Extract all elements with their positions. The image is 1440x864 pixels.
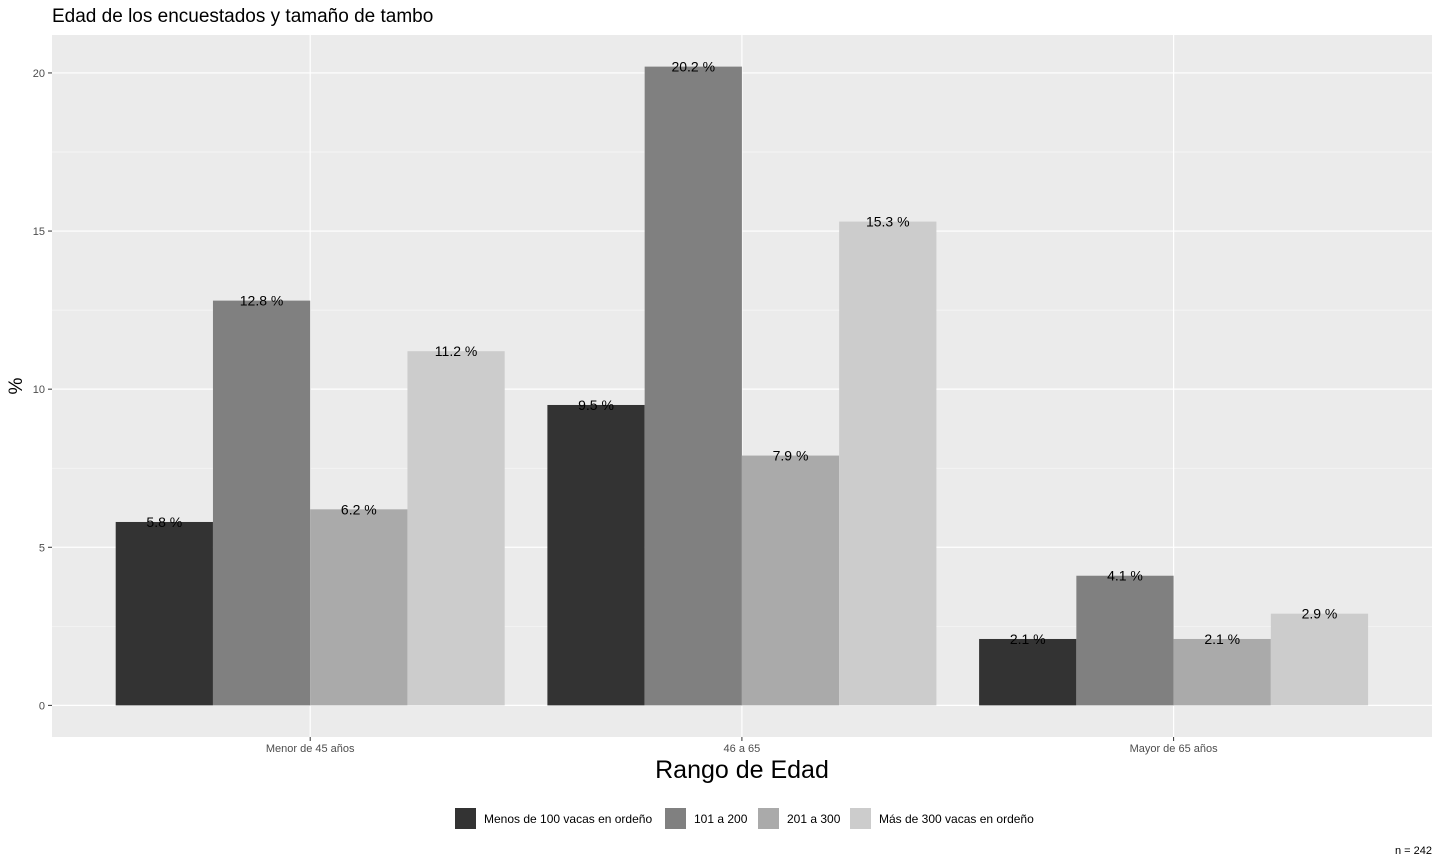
bar	[979, 638, 1077, 706]
x-axis-ticks: Menor de 45 años 46 a 65 Mayor de 65 años	[266, 737, 1218, 755]
bar	[115, 521, 213, 706]
x-tick-label: 46 a 65	[724, 743, 761, 755]
data-label: 11.2 %	[435, 343, 478, 359]
bar	[310, 509, 408, 706]
data-label: 12.8 %	[240, 293, 284, 309]
data-label: 4.1 %	[1107, 568, 1143, 584]
data-label: 15.3 %	[866, 214, 910, 230]
y-tick-label: 0	[39, 700, 45, 712]
legend-label: Menos de 100 vacas en ordeño	[484, 812, 652, 826]
chart-title: Edad de los encuestados y tamaño de tamb…	[52, 6, 433, 27]
data-label: 5.8 %	[146, 514, 182, 530]
bar	[644, 66, 742, 706]
legend-label: 201 a 300	[787, 812, 841, 826]
caption: n = 242	[1395, 845, 1432, 857]
data-label: 2.9 %	[1302, 606, 1338, 622]
bar	[1173, 638, 1271, 706]
x-tick-label: Mayor de 65 años	[1130, 743, 1219, 755]
legend-label: Más de 300 vacas en ordeño	[879, 812, 1034, 826]
data-label: 9.5 %	[578, 397, 614, 413]
data-label: 20.2 %	[671, 59, 715, 75]
bar	[1270, 613, 1369, 706]
data-label: 2.1 %	[1010, 631, 1046, 647]
legend-key	[758, 808, 779, 829]
legend-key	[850, 808, 871, 829]
bar	[741, 455, 840, 706]
legend-key	[455, 808, 476, 829]
bar	[547, 404, 645, 706]
y-tick-label: 5	[39, 542, 45, 554]
data-label: 7.9 %	[773, 448, 809, 464]
bar	[407, 351, 505, 706]
bar	[212, 300, 311, 706]
legend-key	[665, 808, 686, 829]
data-labels: 5.8 % 9.5 % 2.1 % 12.8 % 20.2 % 4.1 % 6.2 % 7.9…	[146, 59, 1337, 647]
x-axis-label: Rango de Edad	[655, 756, 829, 784]
bar	[839, 221, 937, 706]
legend-label: 101 a 200	[694, 812, 748, 826]
y-tick-label: 10	[33, 384, 45, 396]
y-axis-ticks: 0 5 10 15 20	[33, 68, 52, 712]
y-tick-label: 20	[33, 68, 45, 80]
y-tick-label: 15	[33, 226, 45, 238]
bars	[115, 66, 1369, 706]
bar	[1076, 575, 1174, 706]
legend: Menos de 100 vacas en ordeño 101 a 200 201…	[455, 808, 1034, 829]
x-tick-label: Menor de 45 años	[266, 743, 355, 755]
data-label: 6.2 %	[341, 501, 377, 517]
y-axis-label: %	[6, 377, 27, 394]
data-label: 2.1 %	[1204, 631, 1240, 647]
